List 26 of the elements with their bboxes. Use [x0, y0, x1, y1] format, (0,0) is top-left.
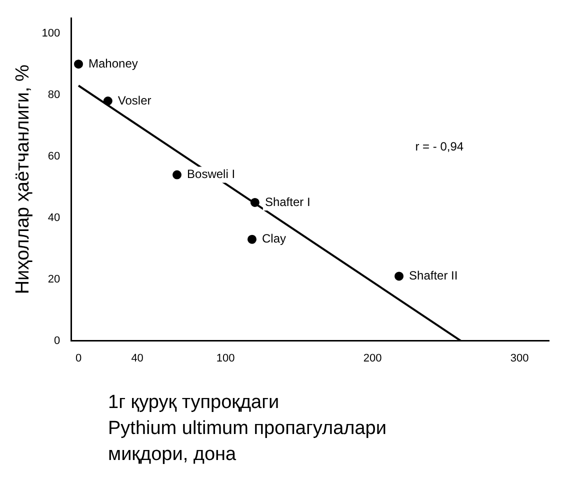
x-tick-label: 300	[510, 352, 529, 364]
y-tick-label: 100	[42, 27, 60, 40]
point	[103, 96, 112, 106]
point	[172, 170, 182, 180]
annotation: Bosweli I	[187, 167, 236, 182]
x-tick-label: 100	[216, 352, 235, 364]
y-tick-label: 0	[54, 334, 60, 347]
annotation: Mahoney	[88, 56, 138, 70]
y-tick-label: 60	[48, 150, 60, 162]
point	[74, 60, 84, 69]
point	[250, 198, 260, 207]
point	[248, 234, 256, 244]
annotation: Vosler	[118, 93, 152, 108]
point	[394, 272, 404, 281]
x-tick-label: 0	[75, 352, 82, 364]
y-axis-title: Ниҳоллар ҳаётчанлиги, %	[12, 64, 34, 294]
annotation: r = - 0,94	[415, 139, 464, 154]
y-tick-label: 80	[48, 88, 60, 101]
annotation: Shafter II	[409, 268, 458, 283]
x-tick-label: 40	[131, 352, 144, 364]
x-axis-title: 1г қуруқ тупроқдаги Pythium ultimum пропагулалари миқдори, дона	[108, 391, 388, 467]
annotation: Shafter I	[264, 194, 310, 209]
annotation: Clay	[262, 232, 286, 246]
y-tick-label: 40	[48, 212, 60, 224]
x-tick-label: 200	[363, 352, 382, 364]
y-tick-label: 20	[48, 273, 60, 286]
